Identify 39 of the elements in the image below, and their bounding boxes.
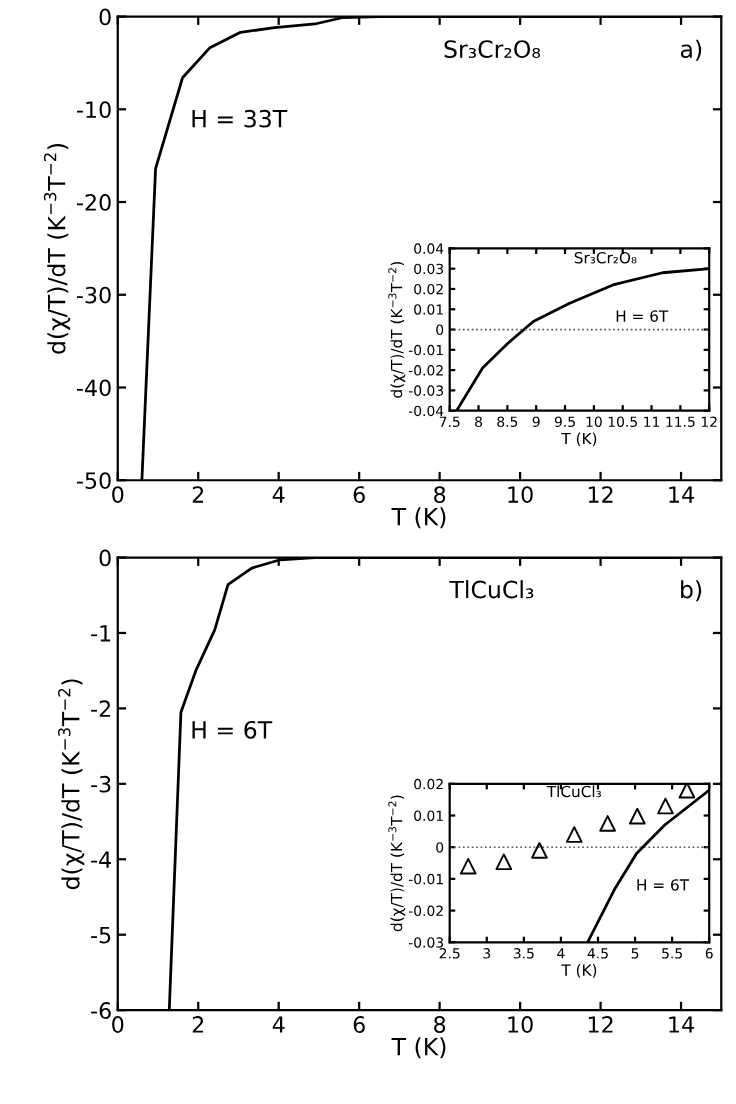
x-tick-label: 0 — [112, 1016, 124, 1033]
y-tick-label: -10 — [77, 101, 111, 119]
y-tick-label: -6 — [91, 1002, 111, 1019]
annotation: a) — [680, 39, 702, 61]
y-tick-label: 0 — [99, 8, 111, 26]
y-tick-label: -1 — [91, 625, 111, 642]
x-tick-label: 0 — [112, 486, 124, 503]
x-tick-label: 10 — [508, 1016, 533, 1033]
annotation: H = 33T — [192, 109, 288, 128]
y-tick-label: 0 — [99, 549, 111, 567]
y-tick-label: -4 — [91, 851, 111, 868]
x-tick-label: 4 — [272, 1016, 285, 1033]
y-tick-label: -20 — [77, 193, 111, 211]
y-axis-title: d(χ/T)/dT (K$^{−3}$T$^{−2}$) — [58, 679, 85, 890]
annotation: b) — [681, 580, 702, 602]
x-tick-label: 12 — [588, 486, 613, 503]
y-tick-label: -40 — [77, 379, 111, 397]
x-tick-label: 8 — [434, 1016, 446, 1033]
x-tick-label: 6 — [353, 486, 365, 503]
y-tick-label: -50 — [77, 472, 111, 489]
x-tick-label: 14 — [669, 1016, 694, 1033]
x-axis-title: T (K) — [391, 507, 446, 529]
annotation: TlCuCl₃ — [449, 580, 534, 599]
x-tick-label: 4 — [272, 486, 285, 503]
y-axis-title: d(χ/T)/dT (K$^{−3}$T$^{−2}$) — [43, 143, 71, 354]
x-tick-label: 6 — [353, 1016, 365, 1033]
y-tick-label: -3 — [91, 775, 111, 793]
x-tick-label: 12 — [588, 1016, 613, 1033]
x-tick-label: 8 — [434, 486, 446, 503]
x-tick-label: 2 — [192, 486, 204, 503]
y-tick-label: -2 — [91, 700, 110, 717]
x-tick-label: 10 — [508, 486, 533, 503]
y-tick-label: -5 — [91, 926, 111, 944]
annotation: H = 6T — [192, 720, 273, 739]
x-tick-label: 2 — [192, 1016, 204, 1033]
y-tick-label: -30 — [77, 286, 111, 304]
x-tick-label: 14 — [669, 486, 694, 503]
x-axis-title: T (K) — [391, 1037, 446, 1059]
annotation: Sr₃Cr₂O₈ — [444, 40, 541, 59]
